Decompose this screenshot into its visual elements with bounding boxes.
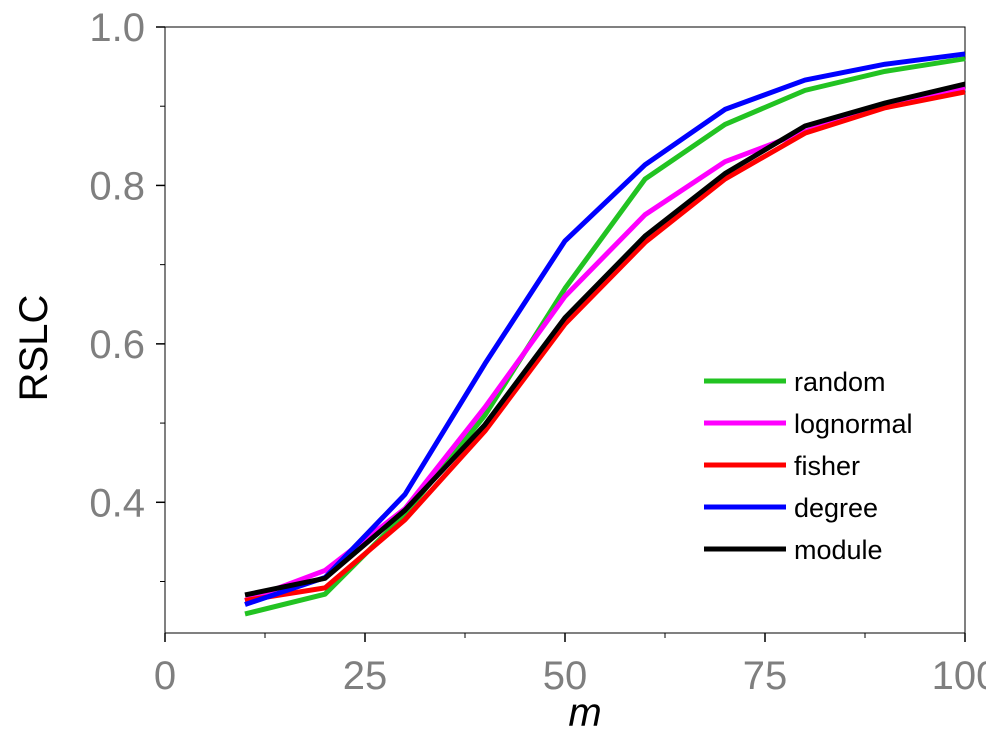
legend-label-degree: degree bbox=[794, 493, 878, 523]
y-axis-title: RSLC bbox=[12, 295, 56, 402]
y-axis-ticks: 0.4 0.6 0.8 1.0 bbox=[89, 6, 165, 583]
series-lines bbox=[244, 51, 966, 617]
y-tick-label: 0.6 bbox=[89, 323, 145, 367]
legend-label-module: module bbox=[794, 535, 883, 565]
y-tick-label: 0.8 bbox=[89, 164, 145, 208]
legend-label-fisher: fisher bbox=[794, 451, 860, 481]
series-line-module bbox=[244, 81, 966, 598]
x-tick-label: 50 bbox=[543, 654, 588, 698]
series-line-random bbox=[244, 56, 966, 617]
series-line-degree bbox=[244, 51, 966, 607]
series-line-lognormal bbox=[244, 85, 966, 603]
y-tick-label: 1.0 bbox=[89, 6, 145, 50]
legend-label-random: random bbox=[794, 367, 886, 397]
legend-label-lognormal: lognormal bbox=[794, 409, 913, 439]
series-line-fisher bbox=[244, 89, 966, 603]
y-tick-label: 0.4 bbox=[89, 481, 145, 525]
x-tick-label: 75 bbox=[743, 654, 788, 698]
x-tick-label: 100 bbox=[932, 654, 986, 698]
legend: random lognormal fisher degree module bbox=[704, 367, 913, 565]
x-tick-label: 0 bbox=[154, 654, 176, 698]
x-axis-title: m bbox=[568, 691, 601, 735]
x-tick-label: 25 bbox=[343, 654, 388, 698]
x-axis-ticks: 0 25 50 75 100 bbox=[154, 633, 986, 698]
